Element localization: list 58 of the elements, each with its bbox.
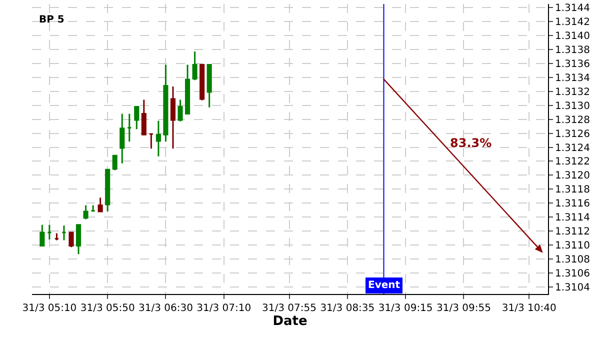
candlestick [156,120,161,158]
y-tick-label: 1.3140 [555,30,590,42]
candlestick [54,232,60,241]
candlestick [126,112,132,142]
x-tick-label: 31/3 07:10 [196,303,252,314]
y-tick-label: 1.3106 [555,268,590,280]
y-tick-label: 1.3124 [555,142,590,154]
x-tick-label: 31/3 05:10 [22,303,77,314]
candlestick [170,86,176,150]
ref-line-label: Event [368,280,400,291]
candlestick [105,168,110,212]
y-tick-label: 1.3136 [555,58,590,70]
x-axis-title: Date [272,314,308,329]
x-tick-label: 31/3 09:55 [436,303,491,314]
candlestick [185,64,190,116]
y-tick-label: 1.3130 [555,100,590,112]
y-tick-label: 1.3114 [555,212,590,224]
candlestick [90,204,96,212]
y-tick-label: 1.3144 [555,2,590,14]
candlestick [192,50,198,81]
candlestick [98,196,103,213]
y-tick-label: 1.3138 [555,44,590,56]
y-tick-label: 1.3142 [555,16,590,28]
candlestick [76,224,82,255]
candlestick [206,64,212,108]
y-tick-label: 1.3120 [555,170,590,182]
y-tick-label: 1.3134 [555,72,590,84]
candlestick [40,224,45,248]
candlestick [163,64,168,142]
y-tick-label: 1.3132 [555,86,590,98]
y-tick-label: 1.3108 [555,254,590,266]
candlestick [134,106,140,130]
x-tick-label: 31/3 09:15 [378,303,433,314]
candlestick [120,112,125,164]
x-tick-label: 31/3 08:35 [320,303,375,314]
candlestick [178,98,183,122]
y-tick-label: 1.3110 [555,240,590,252]
text: BP 5 [39,14,64,26]
y-tick-label: 1.3126 [555,128,590,140]
candlestick [112,154,118,172]
candlestick [200,64,205,102]
candlestick [68,232,74,248]
y-tick-label: 1.3112 [555,226,590,238]
annotation: 83.3% [450,136,492,150]
candlestick [83,204,88,220]
x-tick-label: 31/3 07:55 [262,303,316,314]
x-tick-label: 31/3 06:30 [138,303,193,314]
y-tick-label: 1.3116 [555,198,590,210]
y-tick-label: 1.3128 [555,114,590,126]
x-tick-label: 31/3 05:50 [80,303,135,314]
x-tick-label: 31/3 10:40 [502,303,556,314]
candlestick [148,133,154,150]
y-tick-label: 1.3118 [555,184,590,196]
y-tick-label: 1.3104 [555,282,590,294]
y-tick-label: 1.3122 [555,156,590,168]
candlestick [46,224,52,240]
candlestick [61,224,67,241]
candlestick [141,98,146,136]
